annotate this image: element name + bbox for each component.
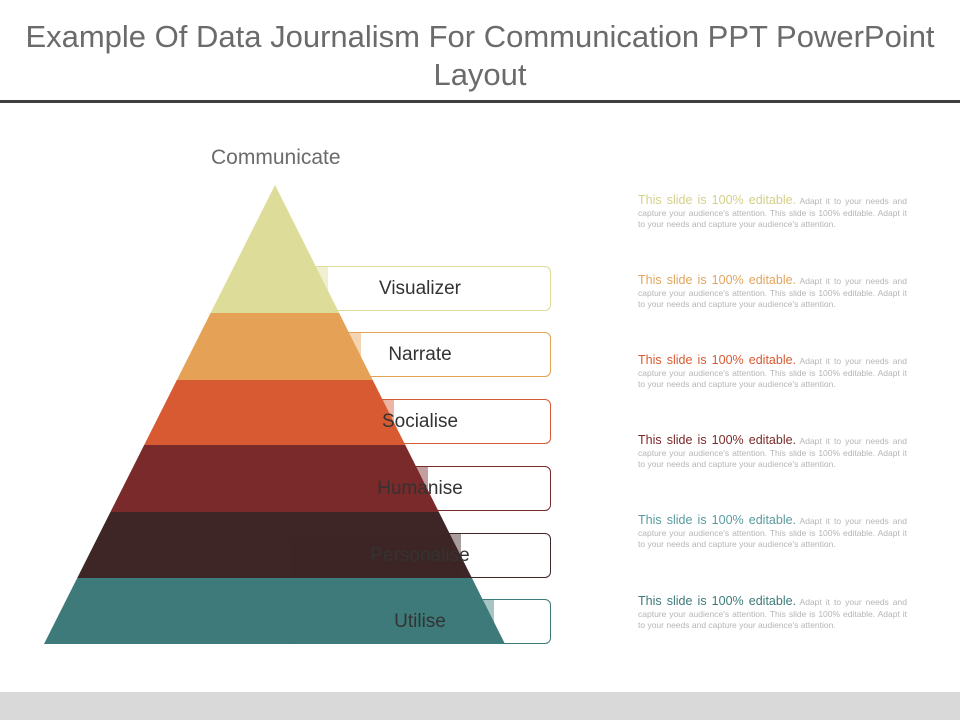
description-lead: This slide is 100% editable. [638,273,797,287]
description-body: Adapt it to your needs and capture your … [638,276,907,309]
level-label: Narrate [388,343,452,365]
label-tint [290,333,361,376]
description-body: Adapt it to your needs and capture your … [638,597,907,630]
pyramid-band-visualizer [210,185,340,313]
level-label-box: Humanise [289,466,551,511]
level-label-box: Visualizer [289,266,551,311]
description-body: Adapt it to your needs and capture your … [638,356,907,389]
level-description: This slide is 100% editable. Adapt it to… [638,193,907,231]
level-description: This slide is 100% editable. Adapt it to… [638,513,907,551]
description-lead: This slide is 100% editable. [638,433,797,447]
level-description: This slide is 100% editable. Adapt it to… [638,594,907,632]
description-lead: This slide is 100% editable. [638,594,797,608]
pyramid-band-socialise [144,380,406,445]
pyramid-band-utilise [44,578,505,644]
pyramid-band-personalise [77,512,472,578]
label-tint [290,400,395,443]
description-lead: This slide is 100% editable. [638,353,797,367]
level-label: Utilise [394,610,446,632]
label-tint [290,267,328,310]
description-body: Adapt it to your needs and capture your … [638,516,907,549]
description-lead: This slide is 100% editable. [638,513,797,527]
title-divider [0,100,960,103]
footer-bar [0,692,960,720]
level-description: This slide is 100% editable. Adapt it to… [638,353,907,391]
level-label: Personalise [370,544,470,566]
description-lead: This slide is 100% editable. [638,193,797,207]
level-label-box: Narrate [289,332,551,377]
pyramid-band-humanise [110,445,439,512]
apex-label: Communicate [211,146,341,169]
level-description: This slide is 100% editable. Adapt it to… [638,433,907,471]
description-body: Adapt it to your needs and capture your … [638,436,907,469]
label-tint [290,600,495,643]
pyramid-band-narrate [176,313,373,380]
description-body: Adapt it to your needs and capture your … [638,196,907,229]
level-label: Humanise [377,477,463,499]
level-label: Socialise [381,410,459,432]
slide-title: Example Of Data Journalism For Communica… [25,19,935,92]
level-label-box: Personalise [289,533,551,578]
level-label: Visualizer [378,277,462,299]
level-label-box: Utilise [289,599,551,644]
level-label-box: Socialise [289,399,551,444]
level-description: This slide is 100% editable. Adapt it to… [638,273,907,311]
